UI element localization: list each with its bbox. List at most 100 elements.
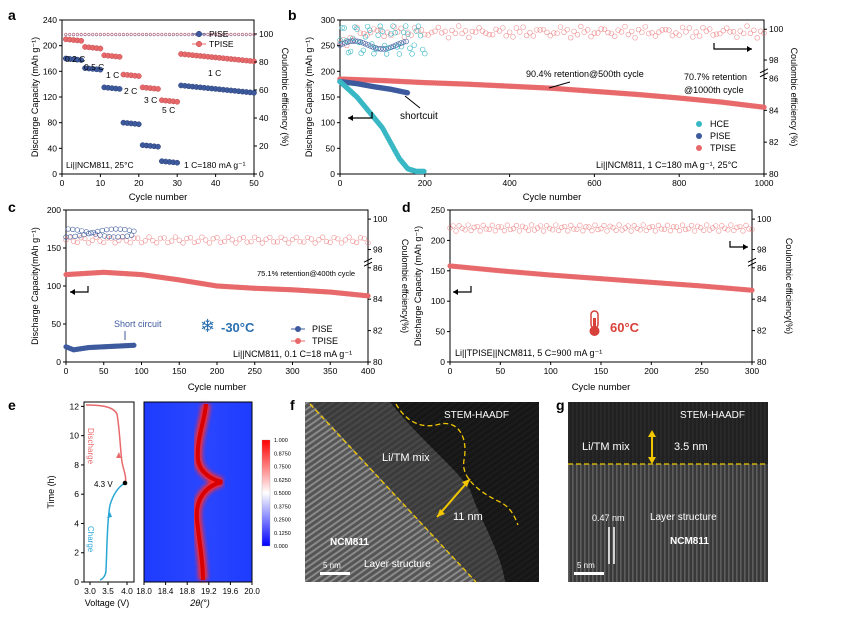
- y2-axis-label-a: Coulombic efficiency (%): [280, 48, 290, 147]
- ce-point-b-tpise-632: [605, 29, 611, 36]
- ce-point-b-tpise-512: [554, 30, 560, 36]
- ce-point-b-hce-95: [377, 23, 383, 29]
- point-a-pise-9: [97, 66, 104, 73]
- ce-point-b-pise-144: [398, 40, 404, 46]
- colorbar: [261, 439, 271, 547]
- label-g-1: Li/TM mix: [582, 441, 630, 453]
- x-tick-label-c-0: 0: [64, 366, 69, 376]
- ce-point-b-tpise-768: [662, 26, 669, 33]
- ce-point-c-tpise-305: [293, 234, 299, 240]
- ce-point-b-tpise-656: [615, 27, 621, 33]
- label-g-5: NCM811: [670, 536, 709, 547]
- ce-point-b-tpise-688: [629, 28, 635, 35]
- legend-a: PISE TPISE: [192, 29, 234, 49]
- annotation-b-3: shortcuit: [400, 111, 438, 122]
- ce-point-c-tpise-115: [150, 237, 156, 244]
- ce-point-b-tpise-984: [754, 35, 760, 41]
- ce-point-b-tpise-224: [432, 28, 438, 34]
- ce-point-b-tpise-896: [717, 30, 723, 37]
- ce-point-d-tpise-12: [459, 225, 465, 231]
- ce-point-b-pise-126: [390, 43, 397, 50]
- ce-point-b-tpise-368: [493, 26, 499, 33]
- discharge-curve: [85, 404, 127, 484]
- ce-point-b-tpise-112: [384, 29, 391, 36]
- ce-point-c-tpise-240: [244, 239, 250, 245]
- ce-point-b-tpise-296: [462, 28, 469, 34]
- ce-point-a-tpise-40: [214, 32, 218, 36]
- ce-point-b-tpise-976: [751, 27, 757, 34]
- y-tick-label-d-5: 250: [431, 205, 445, 215]
- ce-point-c-tpise-280: [274, 239, 281, 245]
- ce-point-c-tpise-210: [221, 238, 228, 245]
- rate-label-a-5: 5 C: [162, 105, 175, 115]
- ce-point-d-tpise-42: [489, 222, 495, 228]
- ce-point-c-tpise-380: [350, 238, 356, 244]
- y-axis-label-b: Discharge Capacity (mAh g⁻¹): [304, 37, 314, 157]
- y-tick-label-d-1: 50: [436, 327, 446, 337]
- ce-point-b-hce-140: [396, 51, 403, 57]
- axis-break-b: [759, 68, 769, 78]
- ce-point-b-tpise-624: [601, 26, 608, 33]
- ce-point-b-tpise-704: [635, 26, 642, 33]
- ce-point-a-tpise-8: [91, 32, 95, 36]
- panel-letter-b: b: [288, 7, 297, 23]
- point-a-tpise-29: [174, 98, 181, 105]
- y2-tick-label-a-3: 60: [259, 85, 269, 95]
- ce-point-b-tpise-200: [422, 31, 428, 38]
- ce-point-d-tpise-63: [510, 226, 517, 232]
- ce-point-c-pise-66: [113, 226, 119, 232]
- ce-point-b-tpise-576: [581, 29, 587, 35]
- ce-point-a-tpise-1: [64, 32, 68, 36]
- ce-point-b-tpise-376: [496, 28, 503, 34]
- y2-tick-label-a-5: 100: [259, 29, 273, 39]
- panel-letter-f: f: [290, 397, 295, 413]
- panel-letter-d: d: [402, 199, 411, 215]
- label-e-charge: Charge: [86, 526, 95, 553]
- ce-point-d-tpise-48: [495, 224, 501, 230]
- ce-point-c-tpise-140: [169, 238, 175, 244]
- y-axis-label-c: Discharge Capacity(mAh g⁻¹): [30, 227, 40, 345]
- ce-point-d-tpise-243: [692, 228, 698, 234]
- ce-point-d-tpise-33: [480, 222, 486, 228]
- ce-point-c-tpise-235: [240, 234, 247, 241]
- ce-point-b-tpise-328: [476, 25, 482, 31]
- ce-point-b-hce-155: [403, 23, 409, 29]
- ce-point-c-tpise-200: [214, 234, 220, 241]
- panel-letter-g: g: [556, 397, 565, 413]
- legend-label-b-tpise: TPISE: [710, 143, 736, 153]
- ce-point-a-tpise-44: [229, 32, 233, 36]
- ce-point-b-hce-40: [354, 26, 360, 32]
- legend-label-c-tpise: TPISE: [312, 336, 338, 346]
- label-f-0: STEM-HAADF: [444, 410, 509, 421]
- y-tick-label-b-4: 200: [321, 66, 335, 76]
- point-a-tpise-24: [155, 86, 161, 92]
- ce-point-c-pise-84: [126, 227, 133, 233]
- y-tick-label-b-5: 250: [321, 41, 335, 51]
- annotation-b-4: Li||NCM811, 1 C=180 mA g⁻¹, 25°C: [596, 160, 738, 170]
- ce-point-b-tpise-248: [442, 28, 448, 35]
- ce-point-b-tpise-592: [588, 33, 594, 40]
- ce-point-b-tpise-544: [567, 34, 574, 41]
- ce-point-b-tpise-520: [557, 24, 564, 30]
- ce-point-b-hce-10: [341, 25, 347, 31]
- ce-point-d-tpise-210: [658, 226, 665, 232]
- colorbar-label-4: 0.5000: [274, 491, 291, 497]
- ce-point-a-tpise-25: [156, 32, 160, 36]
- ce-point-b-tpise-472: [537, 27, 543, 33]
- ce-point-d-tpise-153: [601, 222, 607, 229]
- x-tick-label-b-3: 600: [587, 178, 601, 188]
- ce-point-d-tpise-156: [604, 228, 610, 234]
- ce-point-b-tpise-960: [744, 23, 750, 29]
- ce-point-c-tpise-245: [248, 239, 254, 245]
- ce-point-c-tpise-125: [157, 235, 163, 241]
- y-tick-label-d-0: 0: [440, 357, 445, 367]
- ce-point-b-tpise-416: [513, 25, 520, 31]
- ce-point-d-tpise-294: [743, 222, 749, 228]
- ce-point-a-tpise-19: [133, 32, 137, 36]
- ce-point-b-tpise-8: [340, 36, 347, 43]
- ce-point-d-tpise-99: [547, 225, 553, 231]
- ce-point-a-tpise-5: [79, 32, 83, 36]
- y-tick-label-a-0: 0: [52, 169, 57, 179]
- ce-point-c-tpise-250: [252, 234, 258, 240]
- x-tick-label-d-5: 250: [695, 366, 709, 376]
